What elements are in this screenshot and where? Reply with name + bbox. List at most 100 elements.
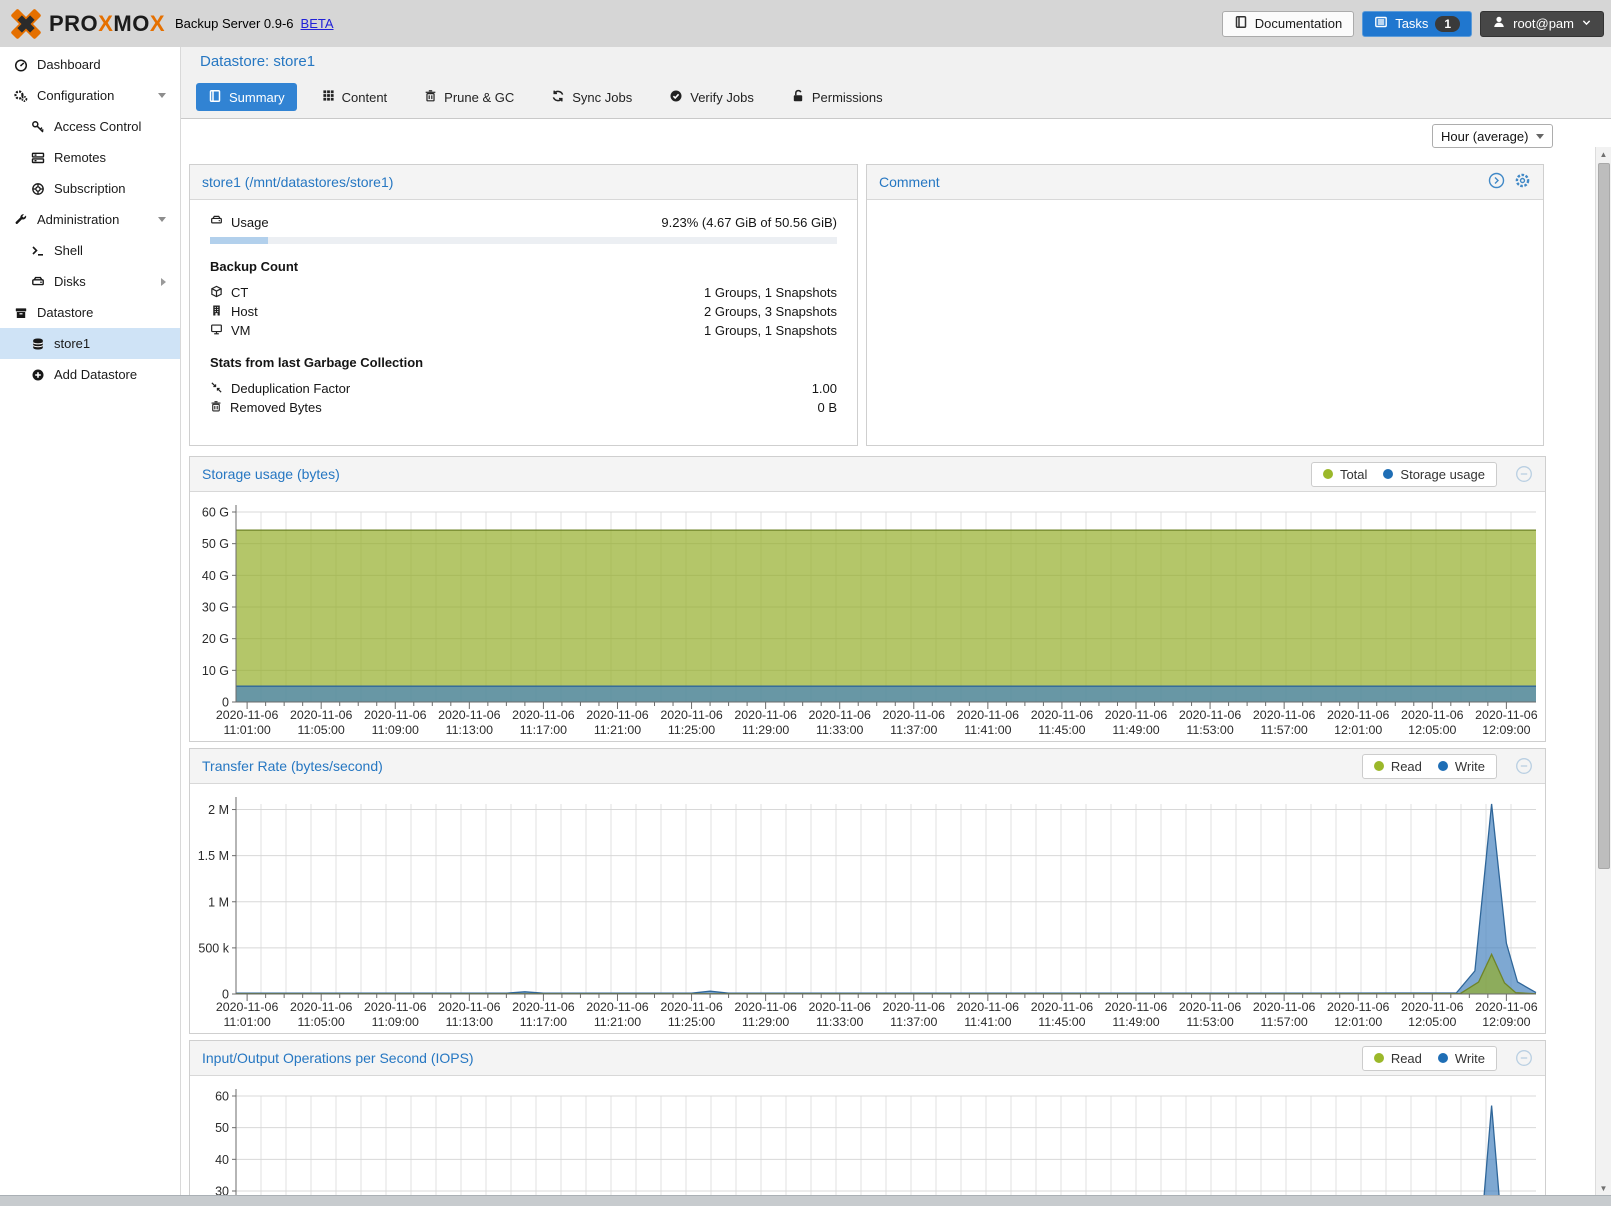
documentation-button[interactable]: Documentation bbox=[1221, 10, 1355, 37]
svg-text:11:49:00: 11:49:00 bbox=[1112, 1015, 1159, 1029]
svg-text:11:49:00: 11:49:00 bbox=[1112, 723, 1159, 737]
collapse-arrow-icon[interactable] bbox=[158, 217, 166, 222]
legend-item-storage-usage[interactable]: Storage usage bbox=[1383, 467, 1485, 482]
proxmox-logo: PROXMOX bbox=[10, 8, 165, 40]
archive-box-icon bbox=[12, 306, 29, 320]
gears-icon bbox=[12, 88, 29, 103]
trash-icon bbox=[210, 400, 222, 416]
main-area: Datastore: store1 Summary Content Prune … bbox=[180, 47, 1611, 1206]
legend-item-total[interactable]: Total bbox=[1322, 467, 1367, 482]
user-icon bbox=[1492, 15, 1506, 32]
legend-dot bbox=[1437, 1053, 1448, 1063]
svg-text:11:21:00: 11:21:00 bbox=[594, 723, 641, 737]
sidebar-item-shell[interactable]: Shell bbox=[0, 235, 180, 266]
sidebar-item-datastore[interactable]: Datastore bbox=[0, 297, 180, 328]
svg-text:2020-11-06: 2020-11-06 bbox=[364, 1000, 427, 1014]
sidebar-item-subscription[interactable]: Subscription bbox=[0, 173, 180, 204]
svg-text:2020-11-06: 2020-11-06 bbox=[290, 1000, 353, 1014]
svg-text:11:13:00: 11:13:00 bbox=[446, 1015, 493, 1029]
life-ring-icon bbox=[29, 182, 46, 196]
chart-legend: Read Write bbox=[1361, 1045, 1497, 1071]
tab-content[interactable]: Content bbox=[310, 83, 400, 111]
svg-text:2020-11-06: 2020-11-06 bbox=[1105, 1000, 1168, 1014]
legend-item-write[interactable]: Write bbox=[1437, 759, 1485, 774]
svg-text:11:17:00: 11:17:00 bbox=[520, 723, 567, 737]
svg-text:2020-11-06: 2020-11-06 bbox=[438, 1000, 501, 1014]
proxmox-wordmark: PROXMOX bbox=[49, 10, 166, 36]
tab-summary[interactable]: Summary bbox=[196, 83, 297, 111]
svg-text:60: 60 bbox=[215, 1090, 229, 1104]
comment-panel-header: Comment bbox=[867, 165, 1543, 200]
backup-count-header: Backup Count bbox=[210, 259, 299, 274]
collapse-circle-icon[interactable] bbox=[1515, 757, 1533, 775]
svg-text:2020-11-06: 2020-11-06 bbox=[660, 1000, 723, 1014]
check-circle-icon bbox=[669, 89, 683, 106]
sidebar-item-store1[interactable]: store1 bbox=[0, 328, 180, 359]
svg-text:2020-11-06: 2020-11-06 bbox=[1253, 1000, 1316, 1014]
expand-circle-icon[interactable] bbox=[1488, 172, 1505, 192]
content-area: Hour (average) store1 (/mnt/datastores/s… bbox=[181, 118, 1611, 1206]
key-icon bbox=[29, 120, 46, 134]
svg-text:2020-11-06: 2020-11-06 bbox=[1475, 1000, 1538, 1014]
sidebar-nav: Dashboard Configuration Access Control R… bbox=[0, 47, 180, 1196]
sidebar-item-access-control[interactable]: Access Control bbox=[0, 111, 180, 142]
sidebar-item-dashboard[interactable]: Dashboard bbox=[0, 49, 180, 80]
svg-text:30 G: 30 G bbox=[202, 601, 229, 615]
legend-dot bbox=[1373, 761, 1384, 771]
legend-dot bbox=[1437, 761, 1448, 771]
svg-text:2020-11-06: 2020-11-06 bbox=[1327, 1000, 1390, 1014]
timeframe-select[interactable]: Hour (average) bbox=[1432, 124, 1553, 148]
gear-icon[interactable] bbox=[1514, 172, 1531, 192]
scrollbar-thumb[interactable] bbox=[1598, 163, 1610, 869]
legend-item-write[interactable]: Write bbox=[1437, 1051, 1485, 1066]
expand-arrow-icon[interactable] bbox=[161, 277, 166, 286]
svg-text:50: 50 bbox=[215, 1121, 229, 1135]
svg-text:11:57:00: 11:57:00 bbox=[1260, 1015, 1307, 1029]
vertical-scrollbar[interactable]: ▲ ▼ bbox=[1595, 147, 1611, 1196]
sidebar-item-disks[interactable]: Disks bbox=[0, 266, 180, 297]
legend-item-read[interactable]: Read bbox=[1373, 759, 1422, 774]
svg-text:2020-11-06: 2020-11-06 bbox=[957, 708, 1020, 722]
plus-circle-icon bbox=[29, 368, 46, 382]
svg-text:11:37:00: 11:37:00 bbox=[890, 1015, 937, 1029]
scroll-down-icon[interactable]: ▼ bbox=[1599, 1184, 1608, 1193]
sidebar-item-add-datastore[interactable]: Add Datastore bbox=[0, 359, 180, 390]
comment-panel: Comment bbox=[866, 164, 1544, 446]
bottom-window-edge bbox=[0, 1195, 1611, 1206]
tab-verify-jobs[interactable]: Verify Jobs bbox=[657, 83, 766, 111]
legend-item-read[interactable]: Read bbox=[1373, 1051, 1422, 1066]
svg-text:12:09:00: 12:09:00 bbox=[1482, 723, 1530, 737]
svg-text:20 G: 20 G bbox=[202, 632, 229, 646]
svg-text:11:09:00: 11:09:00 bbox=[372, 723, 419, 737]
tab-sync-jobs[interactable]: Sync Jobs bbox=[539, 83, 644, 111]
svg-text:11:25:00: 11:25:00 bbox=[668, 1015, 715, 1029]
tasks-button[interactable]: Tasks 1 bbox=[1362, 10, 1473, 37]
collapse-circle-icon[interactable] bbox=[1515, 1049, 1533, 1067]
trash-icon bbox=[424, 89, 437, 106]
tab-prune-gc[interactable]: Prune & GC bbox=[412, 83, 526, 111]
scroll-up-icon[interactable]: ▲ bbox=[1599, 150, 1608, 159]
sidebar-item-configuration[interactable]: Configuration bbox=[0, 80, 180, 111]
database-icon bbox=[29, 337, 46, 351]
gc-stats-header: Stats from last Garbage Collection bbox=[210, 355, 424, 370]
collapse-arrow-icon[interactable] bbox=[158, 93, 166, 98]
user-menu-button[interactable]: root@pam bbox=[1480, 10, 1604, 37]
svg-text:11:41:00: 11:41:00 bbox=[964, 1015, 1011, 1029]
svg-text:10 G: 10 G bbox=[202, 664, 229, 678]
tab-permissions[interactable]: Permissions bbox=[779, 83, 895, 111]
svg-text:2020-11-06: 2020-11-06 bbox=[883, 1000, 946, 1014]
chevron-down-icon bbox=[1536, 133, 1544, 139]
sidebar-item-administration[interactable]: Administration bbox=[0, 204, 180, 235]
beta-link[interactable]: BETA bbox=[300, 16, 334, 31]
svg-text:11:25:00: 11:25:00 bbox=[668, 723, 715, 737]
storage-usage-chart: 010 G20 G30 G40 G50 G60 G2020-11-0611:01… bbox=[202, 505, 1538, 737]
svg-text:12:01:00: 12:01:00 bbox=[1334, 723, 1382, 737]
removed-bytes-row: Removed Bytes 0 B bbox=[210, 398, 837, 417]
servers-icon bbox=[29, 151, 46, 165]
count-row-ct: CT 1 Groups, 1 Snapshots bbox=[210, 283, 837, 302]
collapse-circle-icon[interactable] bbox=[1515, 465, 1533, 483]
chart-legend: Read Write bbox=[1361, 753, 1497, 779]
sidebar-item-remotes[interactable]: Remotes bbox=[0, 142, 180, 173]
